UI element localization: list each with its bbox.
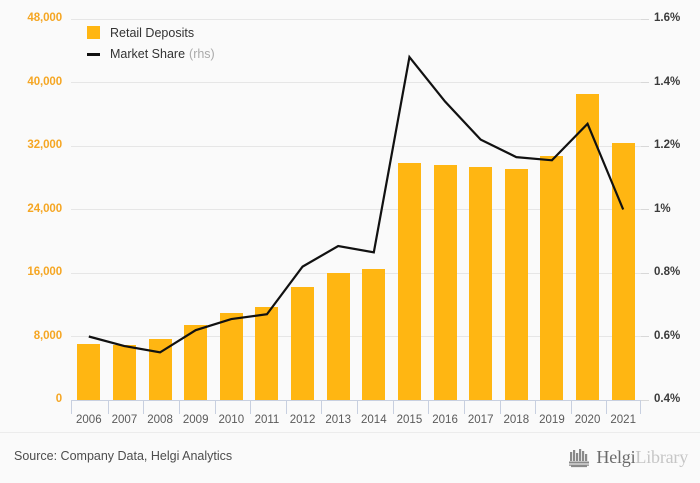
x-axis-tick [570,400,572,414]
y-axis-left-tick-label: 48,000 [27,12,62,24]
legend-swatch-line-icon [87,47,100,60]
bar-2020[interactable] [576,94,600,400]
legend-label-market-share: Market Share [110,46,186,61]
x-axis-tick [499,400,501,414]
legend-label-retail-deposits: Retail Deposits [110,25,195,40]
y-axis-right-tick-label: 0.8% [654,266,681,278]
legend-item-retail-deposits[interactable]: Retail Deposits [87,22,215,43]
x-axis-label-2006: 2006 [76,414,102,426]
bar-2006[interactable] [77,343,101,400]
x-axis-tick [107,400,109,414]
bar-2009[interactable] [184,324,208,400]
gridline [71,336,641,337]
x-axis-label-2021: 2021 [610,414,636,426]
x-axis-tick [285,400,287,414]
x-axis-label-2013: 2013 [325,414,351,426]
y-axis-right-tick-label: 0.6% [654,329,681,342]
gridline [71,399,641,401]
gridline [71,272,641,274]
x-axis-label-2008: 2008 [147,414,173,426]
brand-text-helgi: Helgi [596,447,636,467]
x-axis-label-2009: 2009 [182,414,209,426]
legend-suffix-rhs: (rhs) [189,46,215,61]
x-axis-label-2012: 2012 [289,414,316,426]
y-axis-right-tick [641,145,649,147]
x-axis-tick [392,400,394,414]
legend-swatch-bar-icon [87,26,100,39]
y-axis-left-tick-label: 8,000 [33,329,62,342]
y-axis-left-tick-label: 32,000 [27,139,62,151]
bar-2016[interactable] [433,165,457,400]
x-axis-label-2020: 2020 [574,414,601,426]
y-axis-right-tick [641,272,649,274]
gridline [71,145,641,147]
y-axis-right-tick [641,209,649,210]
chart-legend: Retail Deposits Market Share (rhs) [87,22,215,64]
source-note: Source: Company Data, Helgi Analytics [14,449,233,463]
x-axis-tick [178,400,180,414]
brand-logo[interactable]: Helgi Library [568,447,688,468]
bar-2007[interactable] [112,345,136,400]
bar-2013[interactable] [326,273,350,400]
brand-text-library: Library [635,447,688,467]
x-axis-label-2010: 2010 [218,414,245,426]
x-axis-tick [214,400,216,414]
x-axis-label-2018: 2018 [503,414,530,426]
y-axis-right-tick-label: 1% [654,202,671,215]
x-axis-tick [250,400,252,414]
gridline [71,82,641,83]
line-series-market-share [88,54,625,354]
plot-area [71,19,641,400]
footer-divider [0,432,700,433]
bar-2021[interactable] [611,142,635,400]
bar-2008[interactable] [148,338,172,400]
y-axis-right-tick-label: 1.6% [654,12,681,24]
y-axis-right-tick-label: 1.4% [654,75,681,88]
bar-2010[interactable] [219,312,243,400]
gridline [71,209,641,210]
y-axis-left-tick-label: 40,000 [27,75,62,88]
bar-2017[interactable] [469,167,493,400]
bar-2018[interactable] [504,169,528,400]
x-axis-tick [357,400,358,414]
market-share-polyline [88,54,625,354]
x-axis-label-2015: 2015 [396,414,423,426]
bar-2015[interactable] [397,162,421,400]
y-axis-right-tick [641,82,649,83]
x-axis-label-2014: 2014 [361,414,387,426]
bar-2014[interactable] [362,269,386,400]
y-axis-left-tick-label: 0 [55,393,62,405]
y-axis-left-tick-label: 16,000 [27,266,62,278]
y-axis-right-tick-label: 0.4% [654,393,681,405]
library-building-icon [569,448,590,467]
y-axis-right-tick [641,336,649,337]
legend-item-market-share[interactable]: Market Share (rhs) [87,43,215,64]
x-axis-label-2017: 2017 [467,414,494,426]
gridline [71,18,641,20]
y-axis-right-tick [641,18,649,20]
x-axis [71,400,641,414]
bar-2012[interactable] [291,286,315,400]
x-axis-tick [463,400,465,414]
x-axis-label-2007: 2007 [111,414,138,426]
x-axis-tick [428,400,430,414]
x-axis-tick [321,400,323,414]
x-axis-label-2011: 2011 [254,414,280,426]
x-axis-label-2019: 2019 [539,414,565,426]
x-axis-tick [143,400,145,414]
x-axis-label-2016: 2016 [432,414,458,426]
x-axis-tick [606,400,608,414]
y-axis-right-tick [641,399,649,401]
x-axis-tick [535,400,537,414]
y-axis-right-tick-label: 1.2% [654,139,681,151]
bar-2019[interactable] [540,156,564,400]
bar-2011[interactable] [255,307,279,400]
y-axis-left-tick-label: 24,000 [27,202,62,215]
